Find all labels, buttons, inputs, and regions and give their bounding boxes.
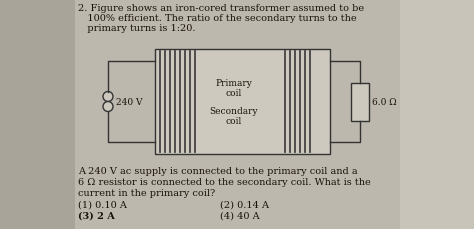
Text: 6.0 Ω: 6.0 Ω: [372, 98, 397, 106]
Text: 6 Ω resistor is connected to the secondary coil. What is the: 6 Ω resistor is connected to the seconda…: [78, 177, 371, 186]
Bar: [400, 0, 474, 229]
Bar: [155, 50, 330, 154]
Text: (4) 40 A: (4) 40 A: [220, 211, 260, 220]
Text: current in the primary coil?: current in the primary coil?: [78, 188, 215, 197]
Text: (3) 2 A: (3) 2 A: [78, 211, 115, 220]
Text: 100% efficient. The ratio of the secondary turns to the: 100% efficient. The ratio of the seconda…: [78, 14, 356, 23]
Text: A 240 V ac supply is connected to the primary coil and a: A 240 V ac supply is connected to the pr…: [78, 166, 357, 175]
Text: primary turns is 1:20.: primary turns is 1:20.: [78, 24, 195, 33]
Circle shape: [103, 102, 113, 112]
Text: Primary
coil: Primary coil: [215, 79, 252, 98]
Circle shape: [103, 92, 113, 102]
Text: Secondary
coil: Secondary coil: [210, 106, 258, 126]
Bar: [351, 83, 369, 121]
Bar: [0, 0, 75, 229]
Text: 240 V: 240 V: [116, 98, 143, 106]
Text: (2) 0.14 A: (2) 0.14 A: [220, 200, 269, 209]
Text: (1) 0.10 A: (1) 0.10 A: [78, 200, 127, 209]
Text: 2. Figure shows an iron-cored transformer assumed to be: 2. Figure shows an iron-cored transforme…: [78, 4, 364, 13]
